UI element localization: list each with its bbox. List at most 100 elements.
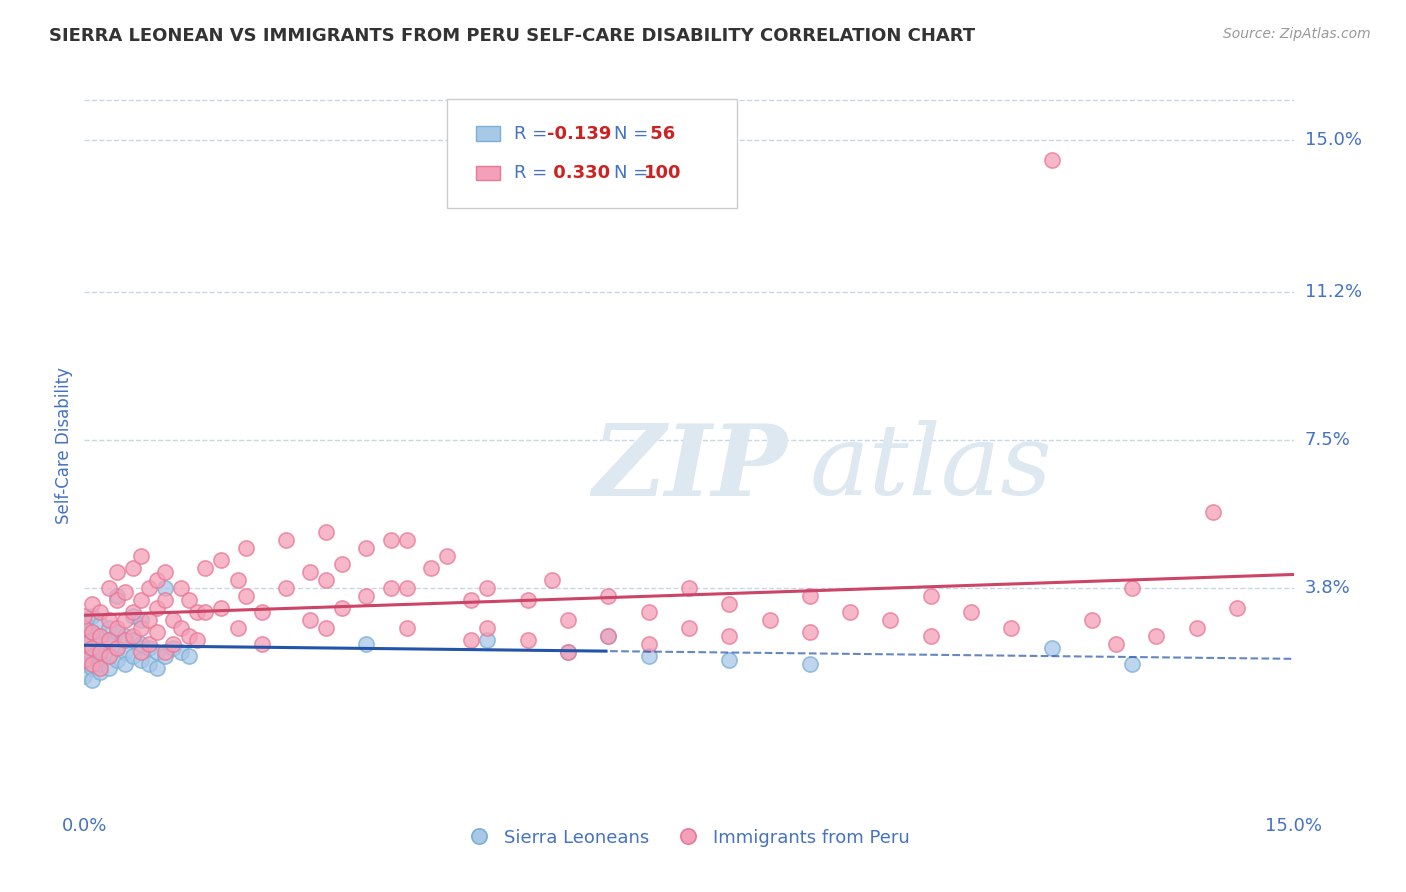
Point [129, 613, 152, 627]
Point [1121, 657, 1143, 671]
Point [557, 613, 579, 627]
Point [758, 613, 780, 627]
Text: atlas: atlas [810, 420, 1053, 516]
Point [330, 600, 353, 615]
Point [73, 621, 96, 635]
Point [194, 561, 217, 575]
Y-axis label: Self-Care Disability: Self-Care Disability [55, 368, 73, 524]
Point [129, 653, 152, 667]
Point [97, 637, 120, 651]
Text: N =: N = [614, 125, 654, 143]
Point [477, 581, 499, 595]
Point [146, 573, 169, 587]
Point [82, 657, 104, 671]
Point [420, 561, 443, 575]
Point [170, 581, 193, 595]
Point [129, 637, 152, 651]
Point [315, 573, 337, 587]
Point [1040, 640, 1063, 655]
Point [114, 657, 136, 671]
Point [637, 637, 659, 651]
Point [105, 621, 128, 635]
Point [97, 581, 120, 595]
Point [73, 669, 96, 683]
Point [89, 661, 111, 675]
Point [598, 589, 620, 603]
Point [380, 533, 402, 547]
Point [146, 600, 169, 615]
Point [1000, 621, 1022, 635]
Point [516, 632, 538, 647]
Point [235, 541, 257, 555]
Point [73, 637, 96, 651]
Point [73, 608, 96, 623]
Point [395, 581, 418, 595]
Point [436, 549, 458, 563]
Point [105, 640, 128, 655]
Point [153, 565, 176, 579]
Point [356, 541, 378, 555]
Point [73, 621, 96, 635]
Point [89, 616, 111, 631]
Point [250, 637, 273, 651]
Point [557, 645, 579, 659]
Point [598, 629, 620, 643]
Point [105, 653, 128, 667]
Text: N =: N = [614, 164, 654, 182]
Point [395, 533, 418, 547]
Point [879, 613, 901, 627]
Point [1105, 637, 1128, 651]
Point [274, 581, 297, 595]
Point [1081, 613, 1104, 627]
Point [97, 613, 120, 627]
Point [637, 605, 659, 619]
Point [73, 613, 96, 627]
Point [460, 593, 482, 607]
Point [718, 597, 741, 611]
Point [105, 640, 128, 655]
Point [114, 585, 136, 599]
Point [356, 589, 378, 603]
Point [330, 557, 353, 571]
Text: 100: 100 [644, 164, 682, 182]
Text: ZIP: ZIP [592, 420, 787, 516]
Point [82, 624, 104, 639]
Point [114, 629, 136, 643]
Point [153, 645, 176, 659]
Point [138, 640, 160, 655]
Point [105, 565, 128, 579]
Point [920, 589, 942, 603]
Point [477, 632, 499, 647]
Point [146, 661, 169, 675]
Point [960, 605, 983, 619]
Point [1121, 581, 1143, 595]
Point [89, 629, 111, 643]
Point [718, 653, 741, 667]
Point [380, 581, 402, 595]
Text: R =: R = [513, 125, 553, 143]
Point [82, 640, 104, 655]
Point [186, 605, 208, 619]
Text: Source: ZipAtlas.com: Source: ZipAtlas.com [1223, 27, 1371, 41]
Point [170, 621, 193, 635]
Legend: Sierra Leoneans, Immigrants from Peru: Sierra Leoneans, Immigrants from Peru [461, 822, 917, 854]
Point [162, 640, 184, 655]
Point [146, 624, 169, 639]
Point [73, 645, 96, 659]
Point [598, 629, 620, 643]
Text: 3.8%: 3.8% [1305, 579, 1350, 597]
Point [129, 621, 152, 635]
Point [89, 605, 111, 619]
Point [541, 573, 564, 587]
Point [121, 632, 143, 647]
Point [1040, 153, 1063, 168]
Point [678, 621, 700, 635]
Point [89, 657, 111, 671]
Text: 15.0%: 15.0% [1305, 131, 1361, 149]
Point [226, 621, 249, 635]
Point [1202, 505, 1225, 519]
Point [89, 637, 111, 651]
Point [138, 657, 160, 671]
Point [114, 632, 136, 647]
Point [121, 561, 143, 575]
